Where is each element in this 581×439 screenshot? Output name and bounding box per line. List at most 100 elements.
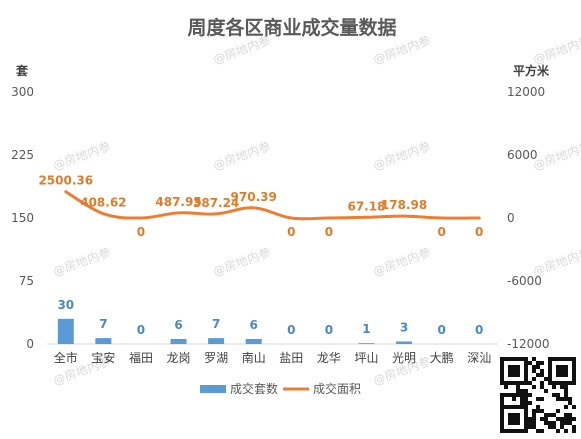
qr-module: [568, 417, 572, 421]
qr-module: [564, 385, 568, 389]
bar-value-label: 0: [437, 323, 445, 337]
x-category-label: 龙岗: [167, 351, 191, 365]
line-value-label: 178.98: [381, 198, 427, 212]
qr-module: [540, 385, 544, 389]
qr-module: [528, 361, 532, 365]
qr-module: [536, 365, 540, 369]
qr-module: [536, 361, 540, 365]
qr-module: [520, 389, 524, 393]
qr-module: [540, 409, 544, 413]
qr-module: [516, 389, 520, 393]
qr-module: [520, 393, 524, 397]
qr-module: [532, 385, 536, 389]
qr-code: [500, 357, 576, 433]
qr-module: [536, 405, 540, 409]
qr-module: [544, 421, 548, 425]
qr-module: [552, 413, 556, 417]
bar-series: [57, 318, 413, 344]
qr-module: [536, 373, 540, 377]
qr-module: [536, 429, 540, 433]
y-right-tick-label: 12000: [507, 85, 545, 99]
qr-module: [544, 413, 548, 417]
qr-module: [512, 397, 516, 401]
line-value-label: 970.39: [231, 190, 277, 204]
y-right-tick-label: -12000: [507, 337, 550, 351]
qr-module: [540, 369, 544, 373]
x-category-label: 大鹏: [430, 351, 454, 365]
qr-module: [524, 393, 528, 397]
line-value-label: 0: [437, 225, 445, 239]
watermark-layer: @房地内参 @房地内参 @房地内参 @房地内参 @房地内参 @房地内参 @房地内参 @房地内参…: [51, 32, 581, 388]
watermark-text: @房地内参: [371, 138, 433, 173]
qr-module: [532, 413, 536, 417]
bar-value-label: 7: [99, 317, 107, 331]
line-value-label: 0: [137, 225, 145, 239]
qr-module: [500, 401, 504, 405]
y-left-tick-label: 225: [11, 148, 34, 162]
qr-module: [560, 417, 564, 421]
qr-module: [564, 405, 568, 409]
qr-module: [564, 421, 568, 425]
qr-module: [540, 397, 544, 401]
qr-module: [516, 385, 520, 389]
qr-module: [532, 369, 536, 373]
bar-value-label: 0: [137, 323, 145, 337]
qr-module: [560, 421, 564, 425]
x-category-label: 福田: [129, 350, 153, 365]
bar-value-label: 0: [287, 323, 295, 337]
qr-module: [540, 381, 544, 385]
y-right-tick-label: 6000: [507, 148, 538, 162]
y-right-tick-label: 0: [507, 211, 515, 225]
line-value-label: 387.24: [193, 196, 239, 210]
line-value-label: 67.18: [347, 199, 385, 213]
qr-module: [568, 421, 572, 425]
qr-module: [528, 421, 532, 425]
x-category-label: 光明: [392, 351, 416, 365]
bar-value-label: 0: [325, 323, 333, 337]
bar-value-label: 3: [400, 320, 408, 334]
qr-module: [568, 397, 572, 401]
bar: [245, 338, 262, 344]
qr-module: [524, 389, 528, 393]
qr-module: [548, 413, 552, 417]
qr-module: [532, 417, 536, 421]
legend: 成交套数 成交面积: [200, 381, 361, 396]
qr-module: [516, 393, 520, 397]
qr-module: [528, 393, 532, 397]
qr-module: [556, 429, 560, 433]
qr-module: [556, 409, 560, 413]
qr-module: [500, 393, 504, 397]
qr-module: [536, 409, 540, 413]
qr-module: [528, 381, 532, 385]
qr-module: [540, 361, 544, 365]
x-category-label: 坪山: [354, 351, 378, 365]
bar: [358, 343, 375, 344]
qr-module: [572, 417, 576, 421]
line-value-label: 0: [475, 225, 483, 239]
watermark-text: @房地内参: [531, 138, 581, 173]
watermark-text: @房地内参: [51, 138, 113, 173]
watermark-text: @房地内参: [531, 32, 581, 67]
qr-module: [508, 393, 512, 397]
qr-finder-core: [508, 413, 520, 425]
bar-value-label: 30: [57, 298, 74, 312]
watermark-text: @房地内参: [211, 244, 273, 279]
x-axis-categories: 全市 宝安 福田 龙岗 罗湖 南山 盐田 龙华 坪山 光明 大鹏 深汕: [54, 350, 491, 365]
line-path: [64, 190, 481, 221]
qr-module: [524, 401, 528, 405]
y-left-tick-label: 300: [11, 85, 34, 99]
bar-value-label: 6: [174, 318, 182, 332]
line-series: [64, 190, 481, 221]
qr-module: [520, 401, 524, 405]
qr-module: [528, 425, 532, 429]
qr-module: [556, 397, 560, 401]
x-category-label: 南山: [242, 350, 266, 365]
x-category-label: 龙华: [317, 351, 341, 365]
qr-module: [552, 385, 556, 389]
line-value-label: 0: [287, 225, 295, 239]
y-left-tick-label: 150: [11, 211, 34, 225]
qr-module: [544, 377, 548, 381]
qr-module: [552, 421, 556, 425]
watermark-text: @房地内参: [51, 244, 113, 279]
